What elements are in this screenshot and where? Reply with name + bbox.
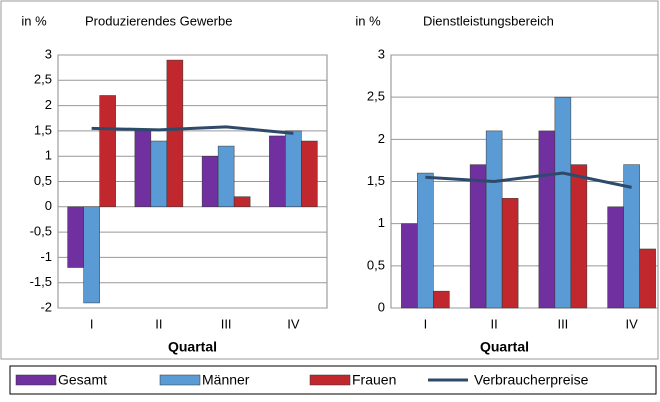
bar <box>433 290 450 309</box>
x-tick-label: III <box>557 316 568 331</box>
y-tick-label: 1 <box>378 215 385 230</box>
bar <box>623 164 640 309</box>
y-tick-label: 2 <box>45 97 52 112</box>
bar <box>134 130 152 208</box>
legend-swatch <box>159 374 201 386</box>
chart-title: Dienstleistungsbereich <box>423 13 554 28</box>
y-tick-label: 1 <box>45 148 52 163</box>
bar <box>269 135 286 208</box>
y-tick-label: 2,5 <box>367 89 385 104</box>
legend-label: Gesamt <box>58 372 107 388</box>
bar <box>469 164 487 309</box>
y-tick-label: 3 <box>378 46 385 61</box>
bar <box>67 206 84 268</box>
legend-swatch <box>15 374 57 386</box>
x-tick-label: II <box>491 316 498 331</box>
y-tick-label: 0 <box>45 198 52 213</box>
x-tick-label: II <box>155 316 162 331</box>
legend-label: Verbraucherpreise <box>474 372 589 388</box>
bar <box>99 95 116 208</box>
y-tick-label: -0,5 <box>30 224 52 239</box>
y-tick-label: 1,5 <box>34 122 52 137</box>
y-tick-label: 0,5 <box>34 173 52 188</box>
bar <box>501 198 519 309</box>
bar <box>417 172 434 309</box>
x-tick-label: I <box>424 316 428 331</box>
y-tick-label: 2,5 <box>34 72 52 87</box>
bar <box>233 196 251 208</box>
x-tick-label: III <box>221 316 232 331</box>
bar <box>217 145 235 208</box>
bar <box>401 223 418 309</box>
bar <box>285 130 302 208</box>
y-axis-label: in % <box>21 13 47 28</box>
x-axis-label: Quartal <box>168 339 217 355</box>
bar <box>538 130 556 309</box>
y-tick-label: -1 <box>40 249 52 264</box>
bar <box>485 130 503 309</box>
bar <box>83 206 100 304</box>
x-axis-label: Quartal <box>480 339 529 355</box>
chart-title: Produzierendes Gewerbe <box>85 13 232 28</box>
y-tick-label: -2 <box>40 299 52 314</box>
bar <box>554 96 572 309</box>
line-series <box>425 171 632 189</box>
bar <box>639 248 656 309</box>
y-tick-label: 3 <box>45 46 52 61</box>
bar <box>301 140 318 208</box>
x-tick-label: IV <box>287 316 300 331</box>
legend-label: Frauen <box>352 372 396 388</box>
x-tick-label: IV <box>625 316 638 331</box>
y-tick-label: 2 <box>378 131 385 146</box>
x-tick-label: I <box>90 316 94 331</box>
bar <box>570 164 588 309</box>
bar <box>150 140 168 208</box>
bar <box>201 155 219 208</box>
legend-label: Männer <box>202 372 250 388</box>
line-series <box>91 125 294 135</box>
y-tick-label: 1,5 <box>367 173 385 188</box>
y-tick-label: 0 <box>378 299 385 314</box>
y-tick-label: -1,5 <box>30 274 52 289</box>
y-axis-label: in % <box>355 13 381 28</box>
y-tick-label: 0,5 <box>367 257 385 272</box>
legend-swatch <box>309 374 351 386</box>
bar <box>166 59 184 208</box>
bar <box>607 206 624 309</box>
